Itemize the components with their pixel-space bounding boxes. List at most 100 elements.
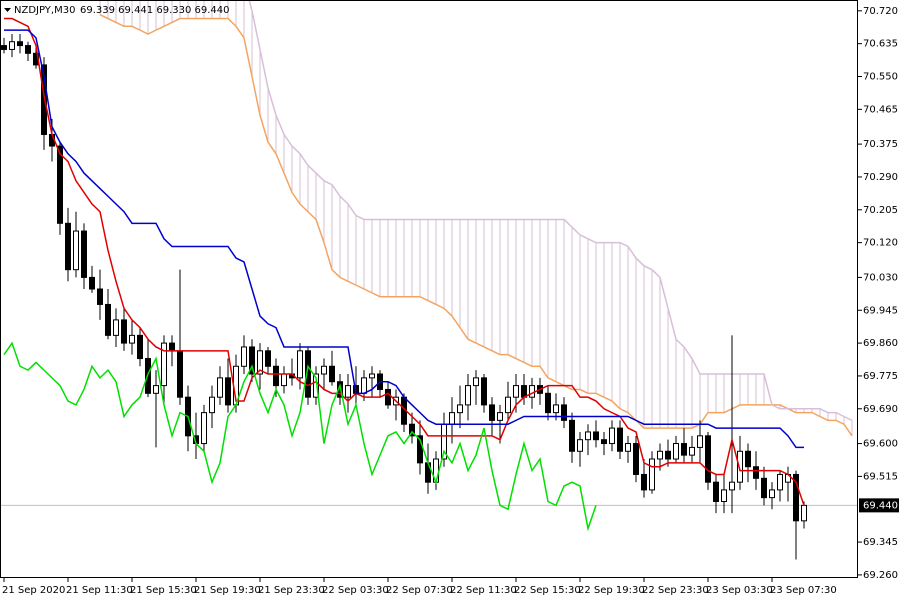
candle-body <box>601 439 607 445</box>
candle-body <box>673 443 679 460</box>
y-tick-label: 70.205 <box>863 205 898 216</box>
y-tick-label: 70.635 <box>863 39 898 50</box>
candle-body <box>169 342 175 352</box>
y-tick-label: 70.120 <box>863 238 898 249</box>
y-tick-label: 70.290 <box>863 172 898 183</box>
candle-body <box>569 419 575 452</box>
candle-body <box>729 481 735 491</box>
x-tick-label: 21 Sep 23:30 <box>258 585 325 596</box>
candle-body <box>545 392 551 414</box>
candle-body <box>25 45 31 54</box>
candle-body <box>321 365 327 375</box>
candle-body <box>337 381 343 398</box>
candle-body <box>721 489 727 502</box>
candle-body <box>73 230 79 271</box>
senkou_a-line <box>99 14 853 437</box>
y-tick-label: 69.345 <box>863 537 898 548</box>
candle-body <box>753 466 759 479</box>
y-tick-label: 70.030 <box>863 272 898 283</box>
y-tick-label: 70.465 <box>863 104 898 115</box>
x-tick-label: 21 Sep 2020 <box>2 585 65 596</box>
candle-body <box>305 350 311 398</box>
candle-body <box>513 385 519 398</box>
candle-body <box>617 427 623 452</box>
x-tick-label: 22 Sep 15:30 <box>514 585 581 596</box>
candle-body <box>529 385 535 398</box>
candle-body <box>769 489 775 499</box>
y-tick-label: 69.690 <box>863 404 898 415</box>
candle-body <box>385 388 391 406</box>
kijun-line <box>4 29 804 449</box>
x-tick-label: 22 Sep 19:30 <box>578 585 645 596</box>
symbol: NZDJPY,M30 <box>14 5 75 16</box>
candle-body <box>625 443 631 452</box>
y-tick-label: 69.775 <box>863 371 898 382</box>
candle-body <box>681 443 687 456</box>
candle-body <box>465 385 471 406</box>
candle-body <box>225 377 231 406</box>
candle-body <box>265 350 271 367</box>
candle-body <box>481 377 487 406</box>
candle-body <box>97 288 103 305</box>
candle-body <box>473 377 479 387</box>
candle-body <box>297 350 303 379</box>
candle-body <box>121 319 127 344</box>
x-tick-label: 21 Sep 15:30 <box>130 585 197 596</box>
x-tick-label: 21 Sep 11:30 <box>66 585 133 596</box>
candle-body <box>489 404 495 421</box>
y-tick-label: 70.550 <box>863 72 898 83</box>
candle-body <box>457 404 463 414</box>
candle-body <box>113 319 119 336</box>
candle-body <box>713 481 719 503</box>
y-tick-label: 70.375 <box>863 139 898 150</box>
candle-body <box>649 458 655 491</box>
candle-body <box>209 396 215 414</box>
tenkan-line <box>4 17 805 506</box>
candle-body <box>497 412 503 421</box>
candle-body <box>417 435 423 464</box>
plot-border <box>0 0 858 578</box>
x-tick-label: 22 Sep 23:30 <box>642 585 709 596</box>
x-tick-label: 22 Sep 07:30 <box>386 585 453 596</box>
candle-body <box>593 431 599 441</box>
candle-body <box>689 446 695 456</box>
y-tick-label: 69.515 <box>863 471 898 482</box>
candle-body <box>449 412 455 425</box>
candle-body <box>641 473 647 491</box>
x-tick-label: 22 Sep 03:30 <box>322 585 389 596</box>
candle-body <box>257 350 263 375</box>
candle-body <box>1 45 7 50</box>
candle-body <box>745 450 751 468</box>
y-tick-label: 69.945 <box>863 305 898 316</box>
candle-body <box>241 346 247 367</box>
chikou-line <box>3 341 597 532</box>
candle-body <box>281 373 287 387</box>
candle-body <box>177 350 183 398</box>
candle-body <box>553 404 559 414</box>
axes: 70.720 70.635 70.550 70.465 70.375 70.290 70.2… <box>2 6 899 596</box>
y-tick-label: 69.860 <box>863 338 898 349</box>
candle-body <box>561 404 567 421</box>
menu-triangle[interactable] <box>4 8 11 12</box>
candle-body <box>17 41 23 47</box>
candle-body <box>105 303 111 336</box>
price-label-box <box>859 498 899 513</box>
candle-body <box>273 365 279 387</box>
x-tick-label: 22 Sep 11:30 <box>450 585 517 596</box>
candle-body <box>665 450 671 460</box>
candle-body <box>369 373 375 379</box>
ohlc-text: 69.339 69.441 69.330 69.440 <box>80 5 230 16</box>
candle-body <box>505 396 511 414</box>
candle-body <box>81 230 87 278</box>
candle-body <box>329 365 335 383</box>
candle-body <box>777 473 783 491</box>
plot-area <box>0 0 858 560</box>
senkou_b-line <box>248 0 853 422</box>
candle-body <box>345 385 351 398</box>
candle-body <box>761 477 767 499</box>
candle-body <box>161 342 167 387</box>
candle-body <box>705 435 711 483</box>
candle-body <box>793 473 799 522</box>
